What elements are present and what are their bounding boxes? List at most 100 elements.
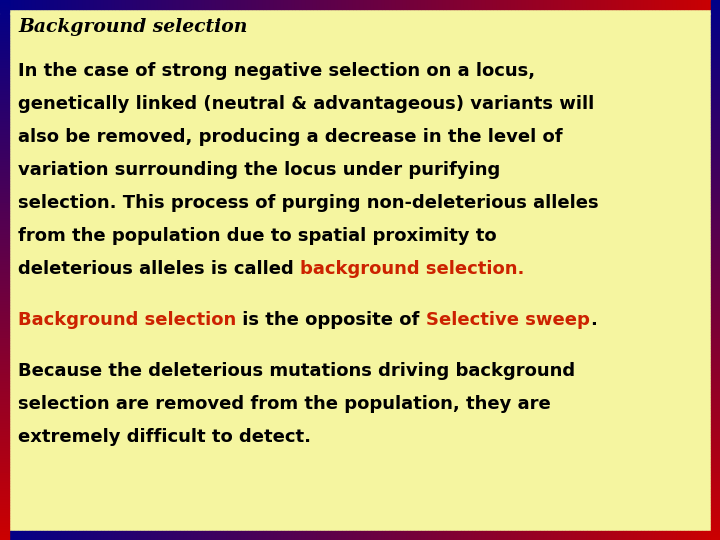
Bar [0,392,9,394]
Bar [711,0,720,3]
Bar [711,338,720,340]
Bar [0,351,9,354]
Bar [526,531,529,540]
Bar [0,65,9,68]
Bar [680,531,684,540]
Bar [331,531,335,540]
Bar [0,113,9,116]
Bar [0,94,9,97]
Bar [331,0,335,9]
Bar [0,289,9,292]
Bar [216,531,220,540]
Bar [711,489,720,491]
Bar [180,531,184,540]
Bar [0,421,9,424]
Bar [605,0,608,9]
Bar [43,0,47,9]
Bar [18,531,22,540]
Bar [36,531,40,540]
Bar [711,216,720,219]
Bar [266,0,270,9]
Bar [711,65,720,68]
Bar [0,305,9,308]
Text: Background selection: Background selection [18,311,236,329]
Bar [0,132,9,135]
Bar [0,429,9,432]
Bar [245,0,248,9]
Bar [711,200,720,202]
Bar [382,0,385,9]
Bar [711,421,720,424]
Bar [0,502,9,505]
Bar [58,531,61,540]
Bar [356,0,360,9]
Bar [533,0,536,9]
Bar [711,192,720,194]
Bar [655,0,659,9]
Bar [0,343,9,346]
Bar [414,531,418,540]
Bar [184,531,187,540]
Bar [72,0,76,9]
Bar [0,416,9,418]
Bar [212,531,216,540]
Bar [691,531,695,540]
Bar [0,76,9,78]
Bar [711,176,720,178]
Bar [349,0,353,9]
Bar [711,381,720,383]
Bar [711,494,720,497]
Bar [0,294,9,297]
Bar [0,162,9,165]
Bar [238,0,241,9]
Bar [711,521,720,524]
Bar [662,531,666,540]
Text: Because the deleterious mutations driving background: Because the deleterious mutations drivin… [18,362,575,380]
Bar [544,531,547,540]
Bar [418,0,421,9]
Bar [711,54,720,57]
Bar [711,294,720,297]
Bar [0,316,9,319]
Bar [0,62,9,65]
Bar [711,524,720,526]
Bar [0,270,9,273]
Bar [0,205,9,208]
Bar [711,356,720,359]
Bar [711,197,720,200]
Bar [263,531,266,540]
Bar [0,116,9,119]
Bar [288,531,292,540]
Bar [0,108,9,111]
Bar [407,531,410,540]
Bar [0,192,9,194]
Bar [47,0,50,9]
Bar [259,0,263,9]
Bar [385,0,389,9]
Bar [191,531,194,540]
Bar [0,38,9,40]
Bar [711,329,720,332]
Bar [0,400,9,402]
Bar [500,0,504,9]
Bar [317,531,320,540]
Bar [0,521,9,524]
Bar [0,32,9,35]
Bar [666,0,670,9]
Bar [230,531,234,540]
Bar [238,531,241,540]
Bar [0,202,9,205]
Bar [0,308,9,310]
Bar [0,103,9,105]
Bar [641,531,644,540]
Bar [0,81,9,84]
Bar [711,8,720,11]
Bar [0,424,9,427]
Bar [0,176,9,178]
Bar [0,143,9,146]
Bar [0,381,9,383]
Bar [711,148,720,151]
Bar [711,262,720,265]
Bar [310,531,313,540]
Bar [158,0,162,9]
